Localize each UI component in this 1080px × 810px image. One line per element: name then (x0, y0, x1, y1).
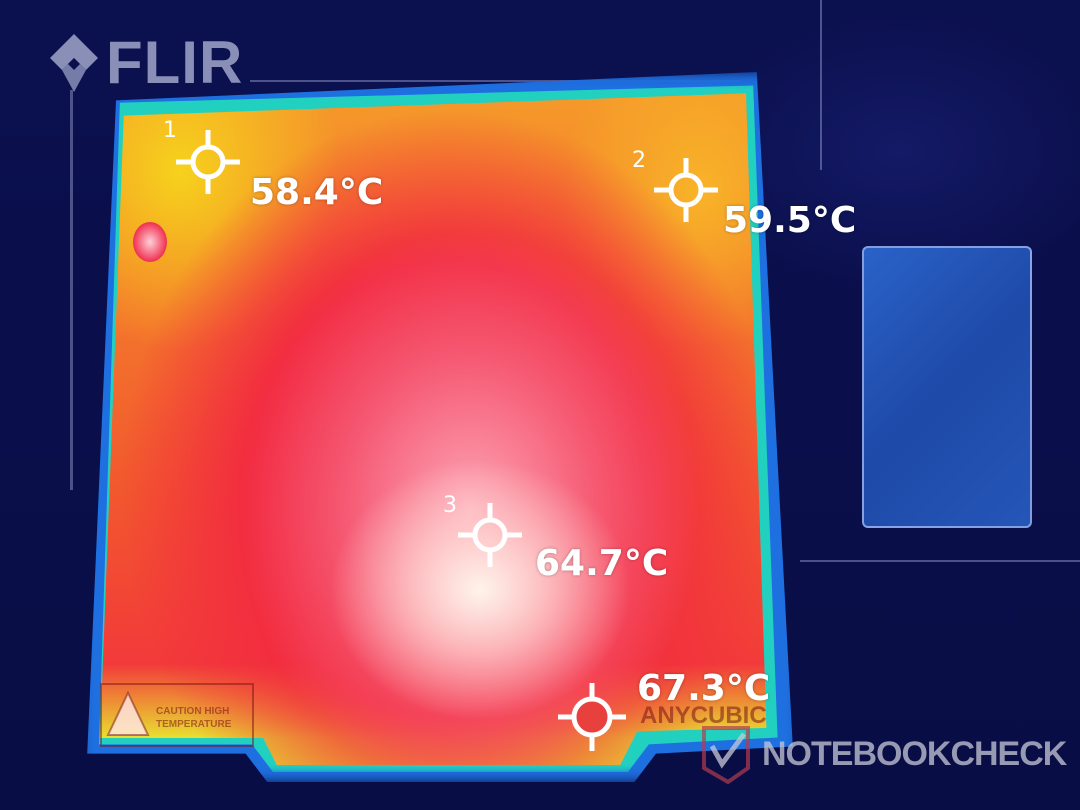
caution-label: CAUTION HIGH TEMPERATURE (100, 683, 254, 747)
hot-spot-temperature: 67.3°C (637, 668, 771, 709)
spot-3-number: 3 (443, 493, 457, 518)
outline-edge (250, 80, 740, 82)
watermark-text: NOTEBOOKCHECK (762, 734, 1067, 773)
spot-1-temperature: 58.4°C (250, 172, 384, 213)
spot-2-temperature: 59.5°C (723, 200, 857, 241)
crosshair-icon (654, 158, 718, 222)
spot-2-number: 2 (632, 148, 646, 173)
spot-1-number: 1 (163, 118, 177, 143)
display-screen (862, 246, 1032, 528)
spot-3-temperature: 64.7°C (535, 543, 669, 584)
flir-diamond-icon (50, 34, 98, 92)
outline-edge (800, 560, 1080, 562)
notebookcheck-watermark: NOTEBOOKCHECK (700, 722, 1067, 786)
heated-bed (100, 93, 767, 765)
crosshair-icon (458, 503, 522, 567)
notebookcheck-check-icon (702, 726, 750, 785)
crosshair-icon (176, 130, 240, 194)
bed-hotspot (133, 222, 167, 262)
outline-edge (70, 90, 73, 490)
anycubic-logo-text: ANYCUBIC (640, 702, 767, 729)
flir-logo: FLIR (48, 32, 243, 94)
hot-spot-marker-icon (558, 683, 626, 751)
flir-logo-text: FLIR (106, 29, 244, 96)
caution-text: CAUTION HIGH TEMPERATURE (156, 706, 232, 730)
warning-triangle-icon (106, 690, 150, 736)
outline-edge (820, 0, 822, 170)
